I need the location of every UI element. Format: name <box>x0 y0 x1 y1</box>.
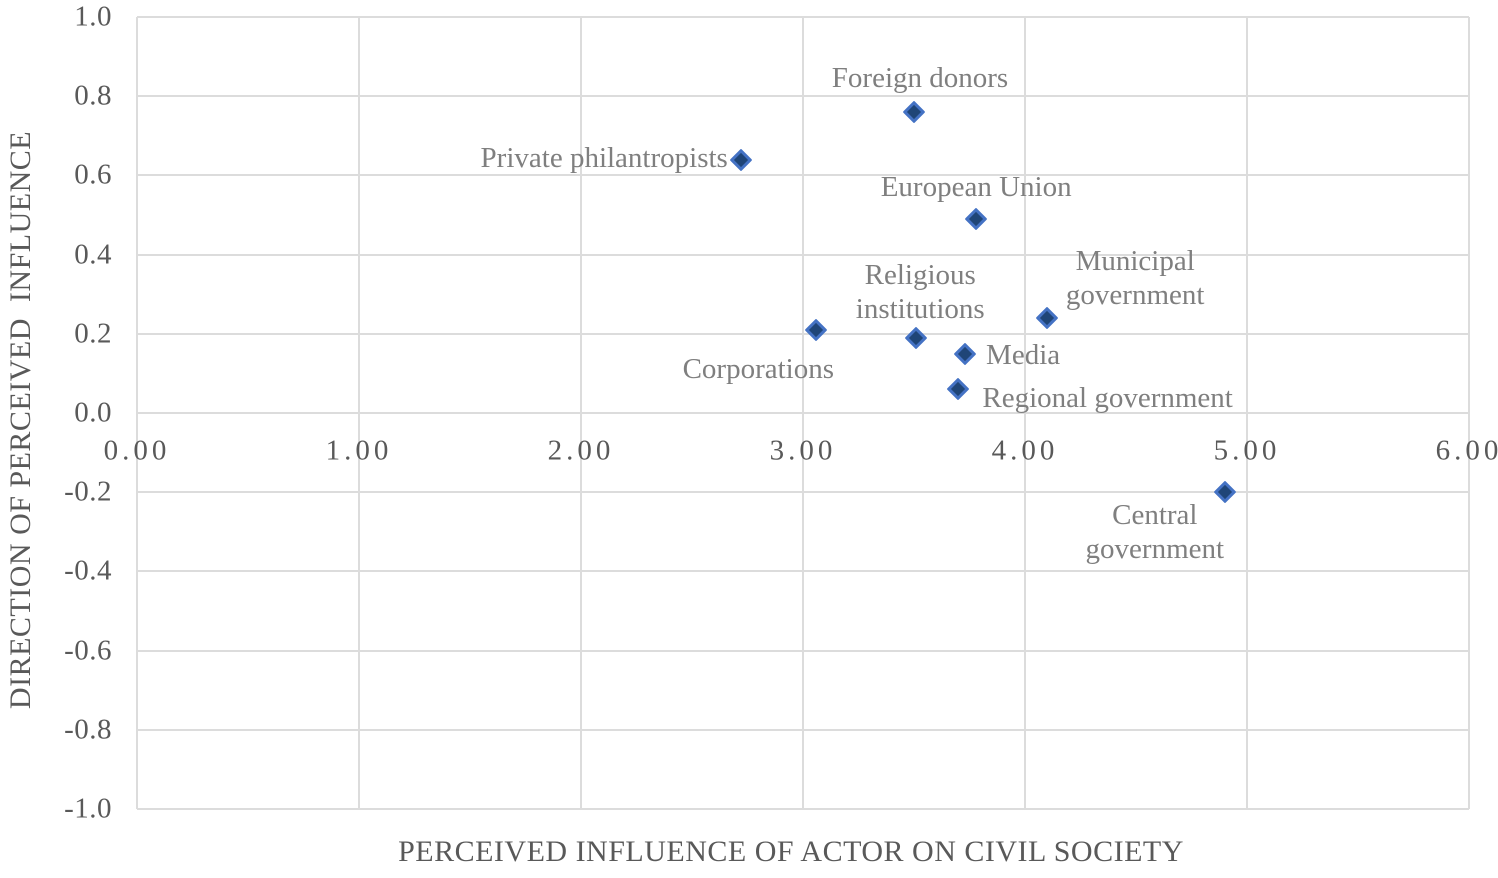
x-axis-title: PERCEIVED INFLUENCE OF ACTOR ON CIVIL SO… <box>398 835 1184 868</box>
point-private-philantropists <box>729 148 753 171</box>
h-gridline <box>137 808 1469 810</box>
point-label-corporations: Corporations <box>683 352 834 386</box>
point-label-line: Foreign donors <box>831 62 1009 95</box>
h-gridline <box>137 649 1469 652</box>
point-label-line: government <box>1085 533 1225 566</box>
x-tick-label: 1.00 <box>325 434 393 467</box>
y-tick-label: -0.6 <box>64 634 112 667</box>
y-tick-label: 0.2 <box>74 317 112 350</box>
point-foreign-donors <box>902 100 926 124</box>
h-gridline <box>137 174 1469 177</box>
y-tick-label: -0.2 <box>64 475 112 508</box>
point-label-line: Media <box>986 338 1061 371</box>
y-tick-label: -0.8 <box>64 713 112 746</box>
h-gridline <box>137 332 1469 335</box>
h-gridline <box>137 491 1469 494</box>
y-tick-label: 0.0 <box>74 396 112 429</box>
point-regional-government <box>947 377 970 401</box>
point-label-regional-government: Regional government <box>982 381 1232 415</box>
point-label-line: Private philantropists <box>480 141 728 174</box>
point-label-foreign-donors: Foreign donors <box>832 61 1008 95</box>
x-tick-label: 2.00 <box>547 434 615 467</box>
point-label-line: Central <box>1112 499 1198 532</box>
point-label-line: Municipal <box>1075 244 1195 277</box>
h-gridline <box>137 95 1469 98</box>
h-gridline <box>137 412 1469 414</box>
point-label-european-union: European Union <box>881 170 1072 204</box>
h-gridline <box>137 570 1469 573</box>
y-tick-label: -0.4 <box>64 554 112 587</box>
point-label-media: Media <box>986 338 1060 372</box>
point-label-line: Religious <box>864 258 976 291</box>
point-religious-institutions <box>904 326 928 350</box>
y-tick-label: -1.0 <box>64 792 112 825</box>
point-label-line: government <box>1065 278 1205 311</box>
point-label-line: Regional government <box>982 382 1233 415</box>
h-gridline <box>137 728 1469 731</box>
x-tick-label: 5.00 <box>1213 434 1281 467</box>
point-label-municipal-government: Municipal government <box>1066 244 1205 312</box>
h-gridline <box>137 253 1469 256</box>
x-tick-label: 4.00 <box>991 434 1059 467</box>
point-label-private-philantropists: Private philantropists <box>481 141 728 175</box>
x-tick-label: 6.00 <box>1435 434 1498 467</box>
point-corporations <box>804 318 828 342</box>
point-media <box>953 342 977 365</box>
y-tick-label: 1.0 <box>74 0 112 33</box>
y-tick-label: 0.4 <box>74 238 112 271</box>
point-label-central-government: Central government <box>1086 498 1225 566</box>
point-label-religious-institutions: Religious institutions <box>856 258 985 326</box>
y-tick-label: 0.6 <box>74 158 112 191</box>
point-label-line: institutions <box>855 292 985 325</box>
point-municipal-government <box>1035 306 1059 330</box>
x-tick-label: 3.00 <box>769 434 837 467</box>
v-gridline <box>1468 17 1470 809</box>
h-gridline <box>137 16 1469 18</box>
point-label-line: European Union <box>880 170 1072 203</box>
point-european-union <box>964 207 988 231</box>
x-tick-label: 0.00 <box>103 434 171 467</box>
point-label-line: Corporations <box>682 352 835 385</box>
y-tick-label: 0.8 <box>74 79 112 112</box>
